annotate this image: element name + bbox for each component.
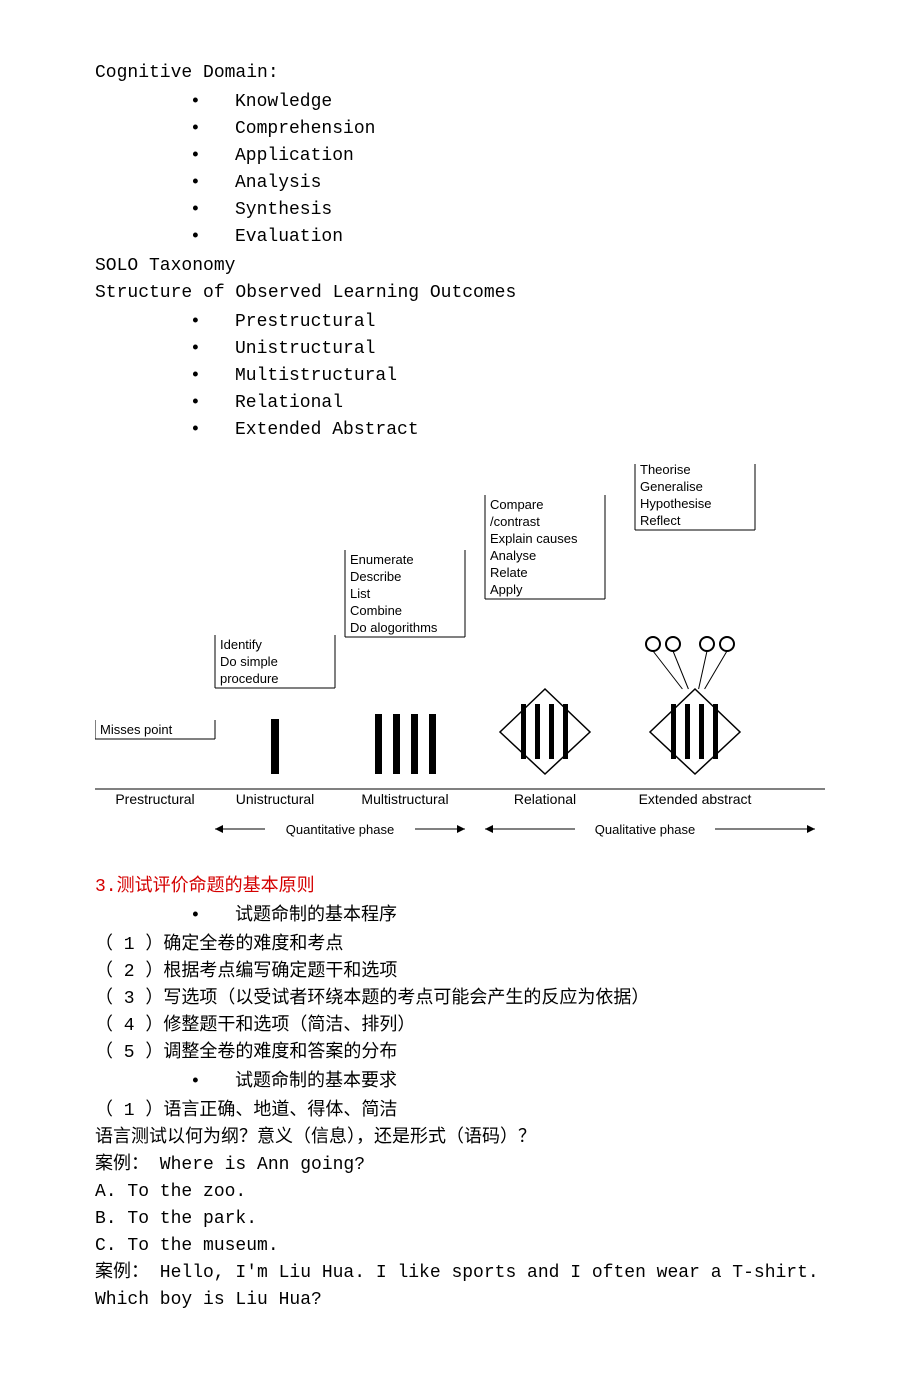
svg-text:Identify: Identify (220, 637, 262, 652)
solo-list: Prestructural Unistructural Multistructu… (95, 309, 825, 444)
svg-text:Theorise: Theorise (640, 464, 691, 477)
svg-text:Reflect: Reflect (640, 513, 681, 528)
list-item: 试题命制的基本要求 (190, 1069, 825, 1096)
svg-text:Explain causes: Explain causes (490, 531, 578, 546)
body-text: （ 5 ）调整全卷的难度和答案的分布 (95, 1040, 825, 1067)
body-text: （ 2 ）根据考点编写确定题干和选项 (95, 959, 825, 986)
svg-text:List: List (350, 586, 371, 601)
cognitive-title: Cognitive Domain: (95, 60, 825, 87)
svg-text:Hypothesise: Hypothesise (640, 496, 712, 511)
list-item: Relational (190, 390, 825, 417)
svg-text:Extended abstract: Extended abstract (639, 791, 752, 807)
svg-text:Misses point: Misses point (100, 722, 173, 737)
solo-subtitle: Structure of Observed Learning Outcomes (95, 280, 825, 307)
body-text: 案例： Where is Ann going? (95, 1152, 825, 1179)
list-item: Multistructural (190, 363, 825, 390)
solo-title: SOLO Taxonomy (95, 253, 825, 280)
svg-text:Relate: Relate (490, 565, 528, 580)
svg-text:Relational: Relational (514, 791, 576, 807)
section3-heading: 3.测试评价命题的基本原则 (95, 874, 825, 901)
body-text: B. To the park. (95, 1206, 825, 1233)
svg-text:Enumerate: Enumerate (350, 552, 414, 567)
svg-text:Analyse: Analyse (490, 548, 536, 563)
cognitive-list: Knowledge Comprehension Application Anal… (95, 89, 825, 251)
section3-sublist-b: 试题命制的基本要求 (95, 1069, 825, 1096)
body-text: A. To the zoo. (95, 1179, 825, 1206)
svg-text:Unistructural: Unistructural (236, 791, 315, 807)
svg-text:Do simple: Do simple (220, 654, 278, 669)
list-item: Prestructural (190, 309, 825, 336)
list-item: Extended Abstract (190, 417, 825, 444)
body-text: （ 1 ）确定全卷的难度和考点 (95, 932, 825, 959)
body-text: 案例： Hello, I'm Liu Hua. I like sports an… (95, 1260, 825, 1287)
svg-text:Compare: Compare (490, 497, 543, 512)
body-text: 语言测试以何为纲？意义（信息），还是形式（语码）？ (95, 1125, 825, 1152)
svg-text:Apply: Apply (490, 582, 523, 597)
svg-text:Describe: Describe (350, 569, 401, 584)
list-item: Evaluation (190, 224, 825, 251)
list-item: Application (190, 143, 825, 170)
svg-text:Do alogorithms: Do alogorithms (350, 620, 438, 635)
body-text: （ 4 ）修整题干和选项（简洁、排列） (95, 1013, 825, 1040)
solo-diagram: Prestructural Misses point Unistructural Id… (95, 464, 825, 864)
svg-text:/contrast: /contrast (490, 514, 540, 529)
svg-text:Qualitative phase: Qualitative phase (595, 822, 695, 837)
svg-text:Generalise: Generalise (640, 479, 703, 494)
svg-text:procedure: procedure (220, 671, 279, 686)
body-text: （ 3 ）写选项（以受试者环绕本题的考点可能会产生的反应为依据） (95, 986, 825, 1013)
body-text: Which boy is Liu Hua? (95, 1287, 825, 1314)
list-item: Comprehension (190, 116, 825, 143)
svg-text:Combine: Combine (350, 603, 402, 618)
list-item: Unistructural (190, 336, 825, 363)
list-item: Synthesis (190, 197, 825, 224)
body-text: C. To the museum. (95, 1233, 825, 1260)
svg-text:Multistructural: Multistructural (361, 791, 448, 807)
svg-text:Prestructural: Prestructural (115, 791, 194, 807)
list-item: Knowledge (190, 89, 825, 116)
section3-sublist-a: 试题命制的基本程序 (95, 903, 825, 930)
svg-text:Quantitative phase: Quantitative phase (286, 822, 394, 837)
list-item: Analysis (190, 170, 825, 197)
list-item: 试题命制的基本程序 (190, 903, 825, 930)
body-text: （ 1 ）语言正确、地道、得体、简洁 (95, 1098, 825, 1125)
